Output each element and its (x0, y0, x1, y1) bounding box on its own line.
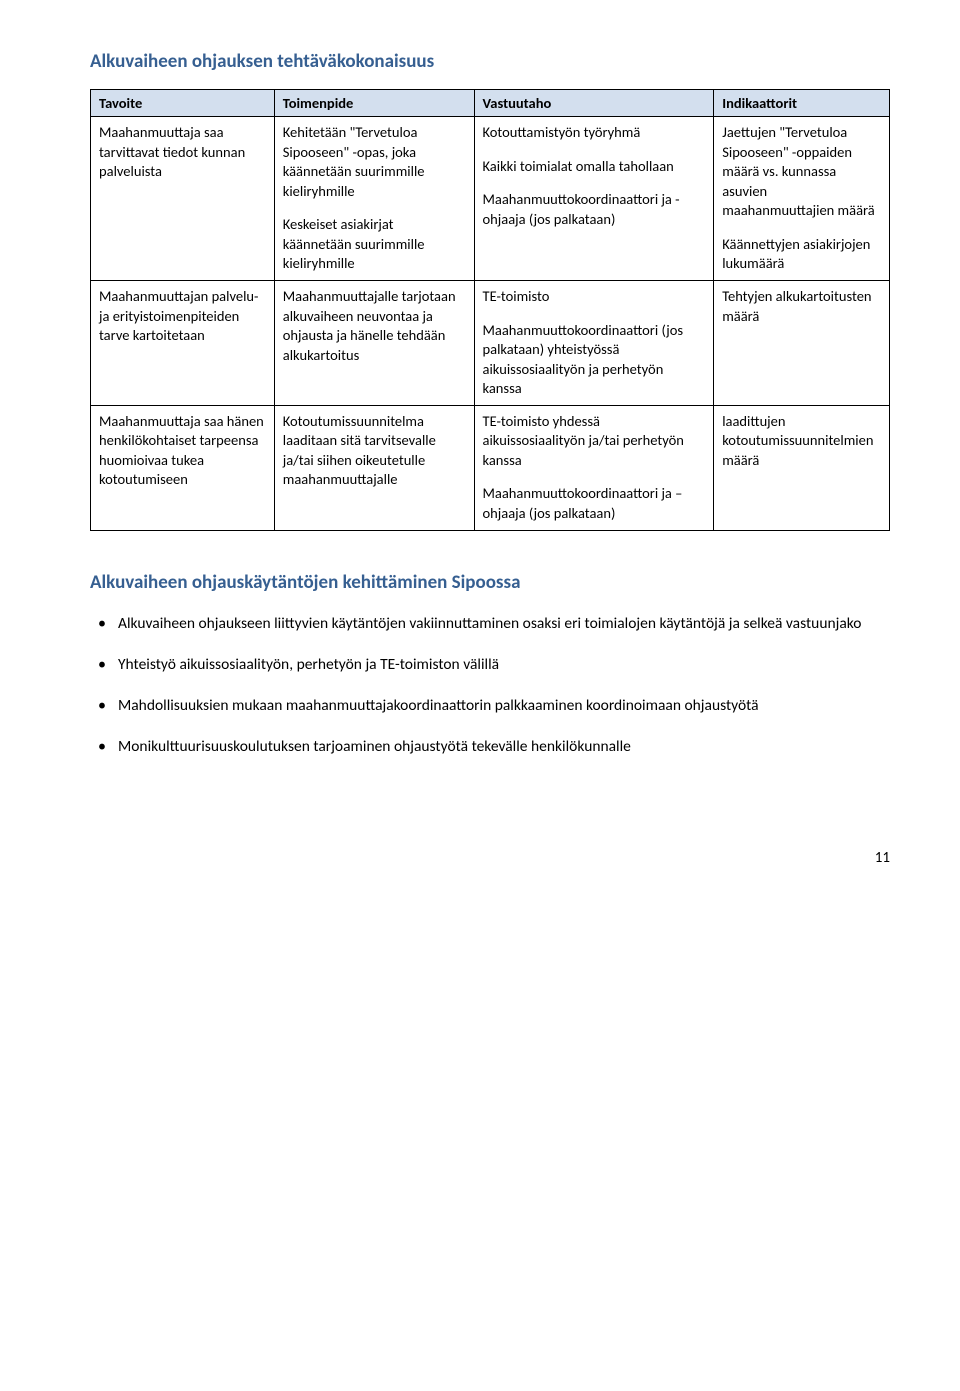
cell-paragraph: Käännettyjen asiakirjojen lukumäärä (722, 235, 881, 274)
table-row: Maahanmuuttaja saa hänen henkilökohtaise… (91, 405, 890, 530)
bullet-item: Yhteistyö aikuissosiaalityön, perhetyön … (90, 653, 890, 676)
cell-paragraph: Kehitetään "Tervetuloa Sipooseen" -opas,… (283, 123, 466, 201)
cell-paragraph: Kaikki toimialat omalla tahollaan (483, 157, 706, 177)
table-cell: Tehtyjen alkukartoitusten määrä (714, 280, 890, 405)
table-cell: Maahanmuuttaja saa tarvittavat tiedot ku… (91, 117, 275, 281)
cell-paragraph: Keskeiset asiakirjat käännetään suurimmi… (283, 215, 466, 274)
cell-paragraph: Jaettujen "Tervetuloa Sipooseen" -oppaid… (722, 123, 881, 221)
cell-paragraph: Maahanmuuttaja saa tarvittavat tiedot ku… (99, 123, 266, 182)
task-table: Tavoite Toimenpide Vastuutaho Indikaatto… (90, 89, 890, 531)
col-header-toimenpide: Toimenpide (274, 90, 474, 117)
cell-paragraph: TE-toimisto (483, 287, 706, 307)
cell-paragraph: TE-toimisto yhdessä aikuissosiaalityön j… (483, 412, 706, 471)
cell-paragraph: Kotouttamistyön työryhmä (483, 123, 706, 143)
table-cell: Maahanmuuttajan palvelu- ja erityistoime… (91, 280, 275, 405)
cell-paragraph: Tehtyjen alkukartoitusten määrä (722, 287, 881, 326)
table-row: Maahanmuuttaja saa tarvittavat tiedot ku… (91, 117, 890, 281)
col-header-indikaattorit: Indikaattorit (714, 90, 890, 117)
table-cell: TE-toimisto Maahanmuuttokoordinaattori (j… (474, 280, 714, 405)
subsection-title: Alkuvaiheen ohjauskäytäntöjen kehittämin… (90, 571, 890, 594)
table-cell: Jaettujen "Tervetuloa Sipooseen" -oppaid… (714, 117, 890, 281)
bullet-item: Mahdollisuuksien mukaan maahanmuuttajako… (90, 694, 890, 717)
table-cell: laadittujen kotoutumissuunnitelmien määr… (714, 405, 890, 530)
table-row: Maahanmuuttajan palvelu- ja erityistoime… (91, 280, 890, 405)
cell-paragraph: Maahanmuuttajan palvelu- ja erityistoime… (99, 287, 266, 346)
cell-paragraph: Maahanmuuttokoordinaattori ja -ohjaaja (… (483, 190, 706, 229)
table-header-row: Tavoite Toimenpide Vastuutaho Indikaatto… (91, 90, 890, 117)
table-cell: Kotouttamistyön työryhmä Kaikki toimialat… (474, 117, 714, 281)
cell-paragraph: Maahanmuuttajalle tarjotaan alkuvaiheen … (283, 287, 466, 365)
table-cell: Maahanmuuttajalle tarjotaan alkuvaiheen … (274, 280, 474, 405)
cell-paragraph: Maahanmuuttokoordinaattori (jos palkataa… (483, 321, 706, 399)
cell-paragraph: Maahanmuuttokoordinaattori ja –ohjaaja (… (483, 484, 706, 523)
table-body: Maahanmuuttaja saa tarvittavat tiedot ku… (91, 117, 890, 531)
col-header-tavoite: Tavoite (91, 90, 275, 117)
section-title: Alkuvaiheen ohjauksen tehtäväkokonaisuus (90, 50, 890, 73)
cell-paragraph: Maahanmuuttaja saa hänen henkilökohtaise… (99, 412, 266, 490)
page-number: 11 (90, 849, 890, 867)
bullet-item: Alkuvaiheen ohjaukseen liittyvien käytän… (90, 612, 890, 635)
table-cell: TE-toimisto yhdessä aikuissosiaalityön j… (474, 405, 714, 530)
table-cell: Kehitetään "Tervetuloa Sipooseen" -opas,… (274, 117, 474, 281)
cell-paragraph: Kotoutumissuunnitelma laaditaan sitä tar… (283, 412, 466, 490)
col-header-vastuutaho: Vastuutaho (474, 90, 714, 117)
table-cell: Kotoutumissuunnitelma laaditaan sitä tar… (274, 405, 474, 530)
bullet-list: Alkuvaiheen ohjaukseen liittyvien käytän… (90, 612, 890, 759)
bullet-item: Monikulttuurisuuskoulutuksen tarjoaminen… (90, 735, 890, 758)
table-cell: Maahanmuuttaja saa hänen henkilökohtaise… (91, 405, 275, 530)
cell-paragraph: laadittujen kotoutumissuunnitelmien määr… (722, 412, 881, 471)
